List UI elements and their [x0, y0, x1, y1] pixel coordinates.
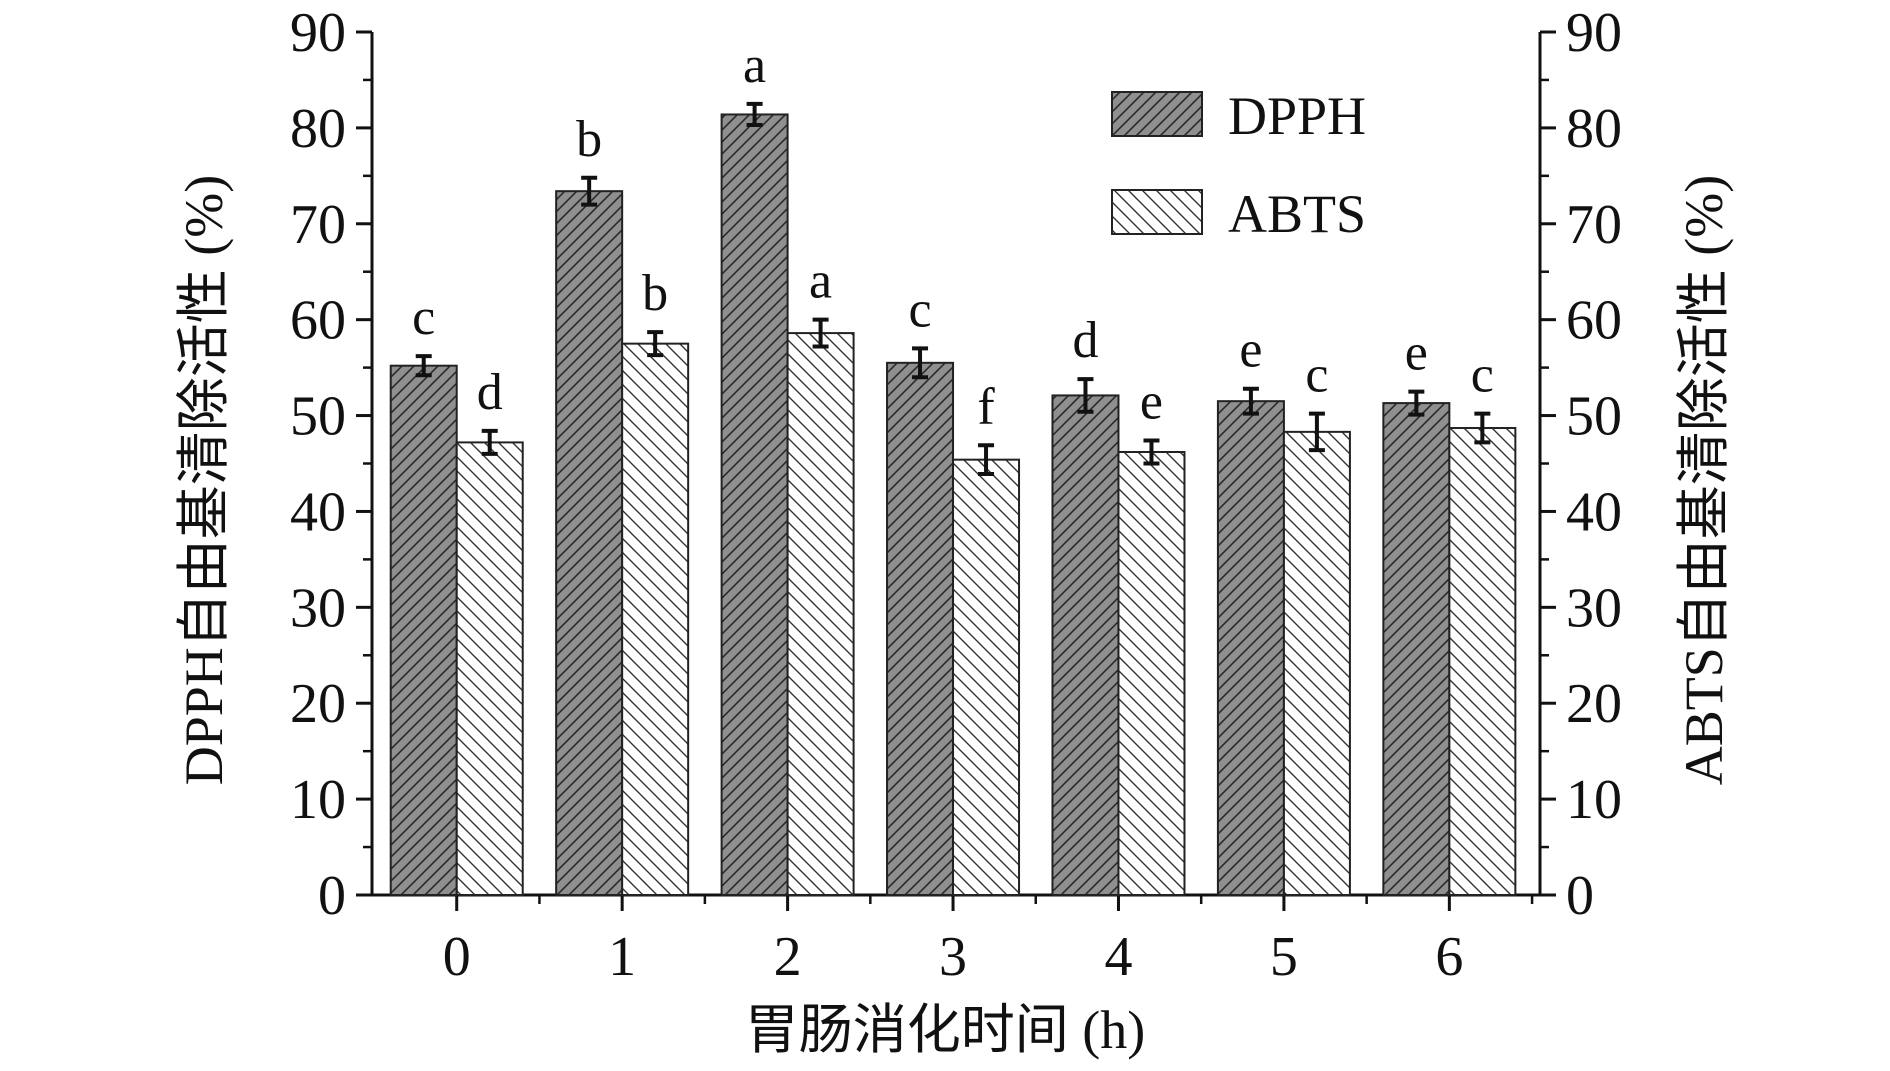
x-tick-label: 4: [1104, 926, 1132, 988]
y-right-tick-label: 60: [1566, 290, 1622, 352]
y-axis-left: 0 10 20 30 40 50 60 70 80 90: [290, 2, 372, 927]
significance-label: b: [642, 265, 668, 322]
y-left-tick-label: 70: [290, 194, 346, 256]
y-left-tick-label: 30: [290, 577, 346, 639]
y-axis-left-title: DPPH自由基清除活性 (%): [174, 175, 234, 786]
bars-group: [389, 113, 1517, 897]
significance-label: a: [809, 253, 832, 310]
bar-dpph: [886, 361, 955, 897]
y-right-tick-label: 10: [1566, 769, 1622, 831]
y-left-tick-label: 10: [290, 769, 346, 831]
significance-label: a: [743, 37, 766, 94]
legend-swatch-abts: [1111, 189, 1203, 235]
x-axis-title: 胃肠消化时间 (h): [745, 1000, 1145, 1060]
error-bars-group: [415, 101, 1491, 477]
significance-label: c: [1471, 347, 1494, 404]
x-tick-label: 3: [939, 926, 967, 988]
x-tick-label: 2: [774, 926, 802, 988]
y-right-tick-label: 30: [1566, 577, 1622, 639]
legend-label-dpph: DPPH: [1228, 86, 1366, 146]
bar-dpph: [555, 190, 624, 897]
x-tick-label: 6: [1435, 926, 1463, 988]
significance-label: d: [1072, 312, 1098, 369]
y-axis-right-title: ABTS自由基清除活性 (%): [1674, 175, 1734, 785]
y-right-tick-label: 40: [1566, 481, 1622, 543]
significance-label: e: [1405, 325, 1428, 382]
y-right-tick-label: 20: [1566, 673, 1622, 735]
bar-dpph: [1382, 402, 1451, 896]
significance-label: c: [1305, 347, 1328, 404]
significance-label: b: [576, 111, 602, 168]
legend-swatch-dpph: [1111, 91, 1203, 137]
significance-label: c: [908, 281, 931, 338]
bar-dpph: [1216, 400, 1285, 896]
bar-abts: [455, 441, 524, 896]
y-right-tick-label: 90: [1566, 2, 1622, 64]
legend-label-abts: ABTS: [1228, 184, 1366, 244]
y-right-tick-label: 80: [1566, 98, 1622, 160]
bar-abts: [1282, 430, 1351, 896]
legend: DPPH ABTS: [1111, 86, 1366, 244]
bar-abts: [952, 458, 1021, 896]
y-left-tick-label: 20: [290, 673, 346, 735]
y-left-tick-label: 90: [290, 2, 346, 64]
x-tick-label: 0: [443, 926, 471, 988]
bar-abts: [1117, 450, 1186, 896]
significance-label: d: [477, 364, 503, 421]
bar-abts: [786, 332, 855, 896]
y-left-tick-label: 60: [290, 290, 346, 352]
bar-abts: [1448, 427, 1517, 896]
y-left-tick-label: 80: [290, 98, 346, 160]
significance-label: e: [1140, 373, 1163, 430]
significance-label: e: [1239, 322, 1262, 379]
significance-label: c: [412, 289, 435, 346]
x-tick-label: 5: [1270, 926, 1298, 988]
y-left-tick-label: 50: [290, 386, 346, 448]
y-right-tick-label: 50: [1566, 386, 1622, 448]
bar-dpph: [389, 364, 458, 896]
bar-dpph: [720, 113, 789, 897]
bar-abts: [621, 342, 690, 896]
y-left-tick-label: 40: [290, 481, 346, 543]
y-right-tick-label: 0: [1566, 865, 1594, 927]
y-left-tick-label: 0: [318, 865, 346, 927]
y-right-tick-label: 70: [1566, 194, 1622, 256]
x-axis: 0 1 2 3 4 5 6: [443, 895, 1534, 988]
x-tick-label: 1: [608, 926, 636, 988]
significance-label: f: [977, 378, 995, 435]
bar-dpph: [1051, 394, 1120, 896]
y-axis-right: 0 10 20 30 40 50 60 70 80 90: [1540, 2, 1622, 927]
